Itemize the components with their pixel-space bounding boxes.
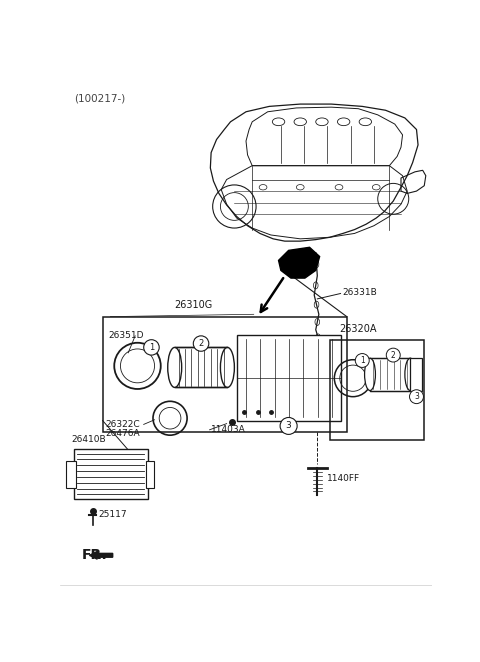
Text: 3: 3 [414, 392, 419, 401]
Ellipse shape [168, 348, 181, 387]
Text: 1140FF: 1140FF [327, 474, 360, 483]
Text: 26310G: 26310G [175, 301, 213, 310]
Text: 26322C: 26322C [105, 420, 140, 429]
Text: 26476A: 26476A [105, 429, 140, 438]
Ellipse shape [220, 348, 234, 387]
Polygon shape [278, 248, 320, 278]
Bar [74, 449, 147, 499]
Text: (100217-): (100217-) [74, 93, 125, 103]
Bar [66, 461, 75, 487]
Circle shape [193, 336, 209, 352]
Text: 26331B: 26331B [342, 288, 377, 297]
Bar [146, 461, 154, 487]
Bar [103, 316, 347, 432]
Circle shape [355, 354, 369, 367]
Ellipse shape [365, 358, 375, 391]
Bar [370, 358, 410, 391]
Circle shape [144, 340, 159, 355]
Text: 1: 1 [149, 343, 154, 352]
Bar [237, 335, 341, 421]
Text: 11403A: 11403A [211, 425, 246, 434]
Bar [175, 348, 228, 387]
Text: 2: 2 [391, 351, 396, 359]
Text: 25117: 25117 [99, 510, 127, 519]
Text: 3: 3 [286, 422, 291, 430]
Ellipse shape [405, 358, 416, 391]
FancyArrow shape [89, 551, 113, 559]
Text: FR.: FR. [82, 548, 108, 562]
Circle shape [409, 390, 423, 404]
Circle shape [386, 348, 400, 362]
Text: 1: 1 [360, 356, 365, 365]
Bar [330, 340, 424, 440]
Text: 2: 2 [198, 339, 204, 348]
Text: 26410B: 26410B [72, 435, 106, 444]
Circle shape [280, 418, 297, 434]
Text: 26351D: 26351D [108, 332, 144, 340]
Text: 26320A: 26320A [340, 324, 377, 334]
Bar [410, 358, 422, 391]
